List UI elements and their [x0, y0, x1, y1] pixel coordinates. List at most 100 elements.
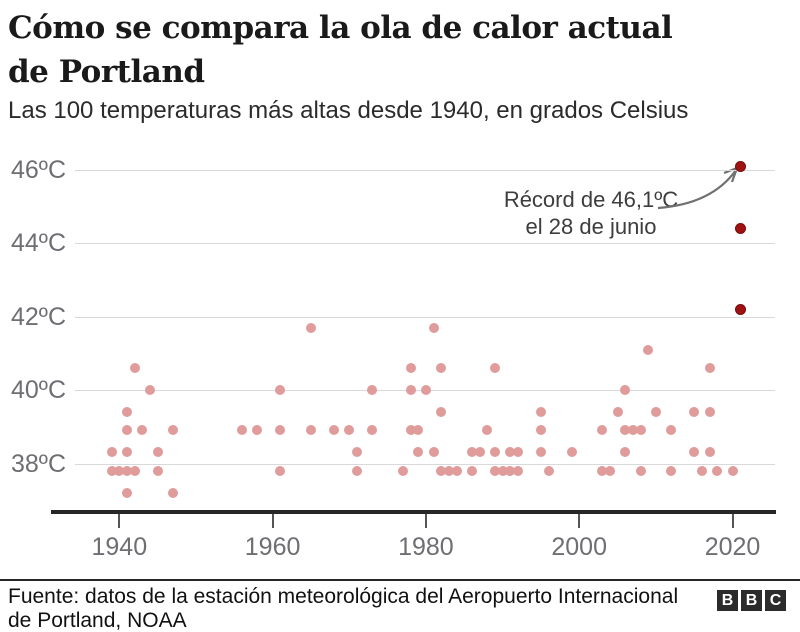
data-point	[413, 447, 424, 458]
data-point	[597, 425, 608, 436]
x-axis-label: 1960	[244, 533, 301, 561]
data-point	[620, 447, 631, 458]
data-point	[152, 465, 163, 476]
data-point	[512, 447, 523, 458]
x-axis-tick	[271, 514, 274, 528]
data-point	[305, 425, 316, 436]
title-line-1: Cómo se compara la ola de calor actual	[8, 10, 673, 46]
data-point	[121, 425, 132, 436]
data-point	[405, 385, 416, 395]
data-point	[121, 487, 132, 498]
record-point	[735, 223, 747, 235]
data-point	[666, 465, 677, 476]
data-point	[535, 425, 546, 436]
y-axis-label: 44ºC	[11, 229, 66, 257]
data-point	[167, 487, 178, 498]
data-point	[275, 385, 286, 395]
data-point	[543, 465, 554, 476]
x-axis-tick	[731, 514, 734, 528]
source-line-1: Fuente: datos de la estación meteorológi…	[8, 585, 679, 608]
data-point	[106, 465, 117, 476]
data-point	[144, 385, 155, 395]
data-point	[497, 465, 508, 476]
data-point	[121, 447, 132, 458]
bbc-logo-block-b2: B	[741, 590, 762, 611]
record-annotation-line-2: el 28 de junio	[525, 214, 657, 239]
record-annotation: Récord de 46,1ºC el 28 de junio	[466, 186, 716, 240]
gridline	[75, 463, 775, 465]
data-point	[344, 425, 355, 436]
scatter-plot: Récord de 46,1ºC el 28 de junio 46ºC 44ºC…	[11, 155, 776, 561]
data-point	[535, 407, 546, 418]
gridline	[75, 169, 775, 171]
data-point	[604, 465, 615, 476]
data-point	[704, 447, 715, 458]
data-point	[489, 362, 500, 373]
data-point	[129, 362, 140, 373]
chart-subtitle: Las 100 temperaturas más altas desde 194…	[8, 97, 689, 124]
data-point	[167, 425, 178, 436]
x-axis-label: 2020	[704, 533, 761, 561]
annotation-arrow-icon	[657, 166, 739, 210]
data-point	[451, 465, 462, 476]
x-axis-label: 2000	[551, 533, 607, 561]
data-point	[328, 425, 339, 436]
x-axis-tick	[118, 514, 121, 528]
gridline	[75, 316, 775, 318]
data-point	[405, 362, 416, 373]
data-point	[712, 465, 723, 476]
data-point	[597, 465, 608, 476]
data-point	[405, 425, 416, 436]
data-point	[413, 425, 424, 436]
data-point	[436, 407, 447, 418]
record-point	[735, 160, 747, 172]
data-point	[689, 447, 700, 458]
y-axis-label: 46ºC	[11, 155, 66, 184]
data-point	[666, 425, 677, 436]
data-point	[696, 465, 707, 476]
data-point	[351, 465, 362, 476]
data-point	[474, 447, 485, 458]
data-point	[275, 425, 286, 436]
x-axis-label: 1940	[91, 533, 148, 561]
data-point	[620, 425, 631, 436]
data-point	[367, 385, 378, 395]
data-point	[466, 465, 477, 476]
data-point	[704, 407, 715, 418]
title-line-2: de Portland	[8, 54, 205, 90]
data-point	[129, 465, 140, 476]
data-point	[704, 362, 715, 373]
data-point	[106, 447, 117, 458]
data-point	[152, 447, 163, 458]
data-point	[635, 425, 646, 436]
bbc-logo-block-b1: B	[717, 590, 738, 611]
data-point	[428, 447, 439, 458]
data-point	[612, 407, 623, 418]
data-point	[137, 425, 148, 436]
data-point	[505, 447, 516, 458]
data-point	[367, 425, 378, 436]
data-point	[114, 465, 125, 476]
data-point	[351, 447, 362, 458]
data-point	[727, 465, 738, 476]
data-point	[505, 465, 516, 476]
data-point	[512, 465, 523, 476]
data-point	[482, 425, 493, 436]
gridline	[75, 243, 775, 244]
data-point	[121, 465, 132, 476]
x-axis-line	[51, 510, 776, 514]
record-point	[735, 304, 747, 316]
data-point	[620, 385, 631, 395]
x-axis-tick	[578, 514, 581, 528]
data-point	[428, 322, 439, 333]
data-point	[252, 425, 263, 436]
data-point	[489, 465, 500, 476]
record-annotation-line-1: Récord de 46,1ºC	[503, 187, 679, 212]
data-point	[420, 385, 431, 395]
page-title: Cómo se compara la ola de calor actual d…	[8, 6, 788, 94]
data-point	[236, 425, 247, 436]
data-point	[627, 425, 638, 436]
data-point	[397, 465, 408, 476]
data-point	[305, 322, 316, 333]
